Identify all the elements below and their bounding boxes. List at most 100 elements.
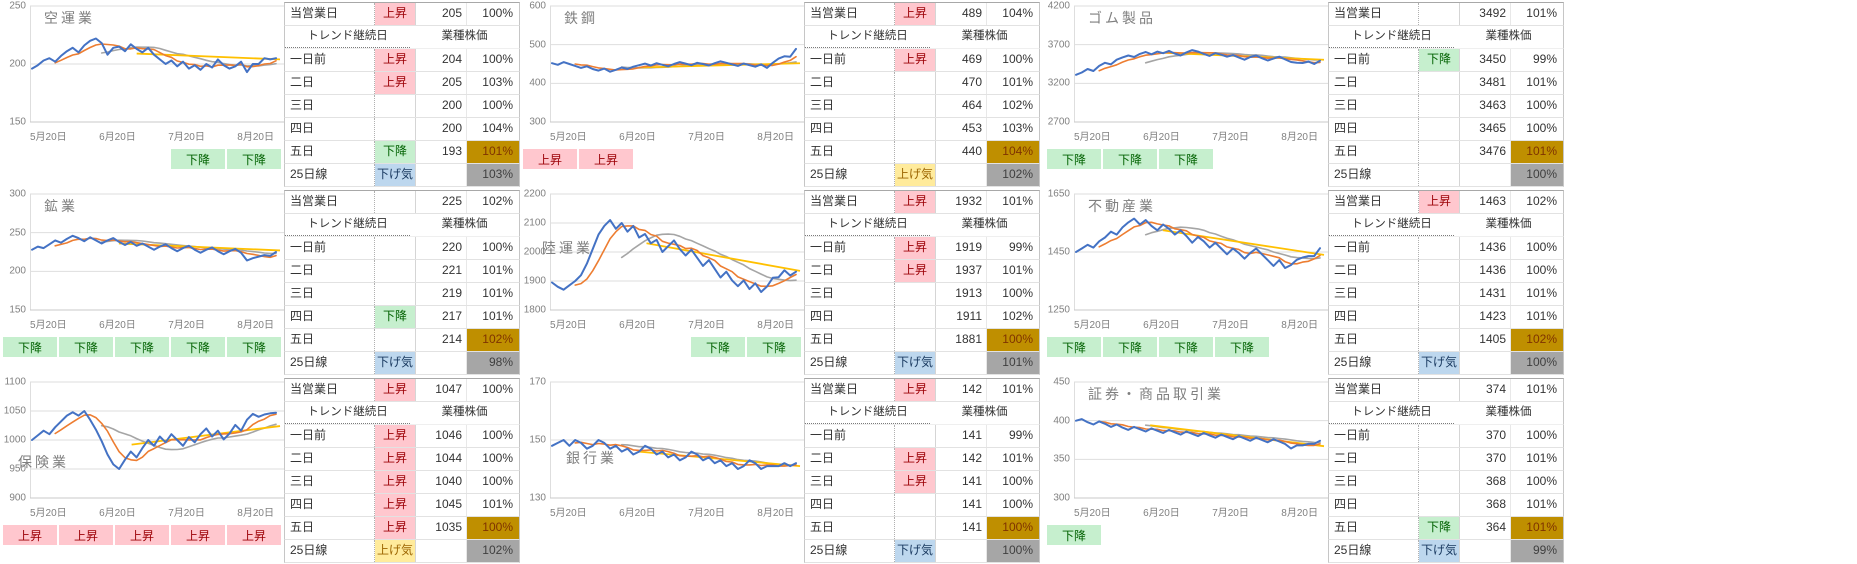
trend-strip-cell[interactable]: [579, 337, 633, 357]
row-label-cell[interactable]: 五日: [805, 517, 895, 539]
price-pct-cell[interactable]: 102%: [986, 95, 1039, 117]
trend-strip-cell[interactable]: 下降: [227, 337, 281, 357]
row-label-cell[interactable]: 二日: [285, 448, 375, 470]
price-value-cell[interactable]: [416, 164, 466, 186]
trend-badge-cell[interactable]: [895, 425, 936, 447]
price-value-cell[interactable]: 219: [441, 286, 462, 300]
price-value-cell[interactable]: 1436: [1479, 240, 1506, 254]
price-value-cell[interactable]: 225: [441, 194, 462, 208]
price-pct-cell[interactable]: 102%: [1510, 191, 1563, 213]
row-label-cell[interactable]: 三日: [1329, 471, 1419, 493]
price-value-cell[interactable]: 1046: [435, 428, 462, 442]
row-label-cell[interactable]: 一日前: [805, 425, 895, 447]
price-pct-cell[interactable]: 100%: [466, 379, 519, 401]
price-pct-cell[interactable]: 101%: [466, 141, 519, 163]
price-value-cell[interactable]: 1919: [955, 240, 982, 254]
row-label-cell[interactable]: 二日: [1329, 448, 1419, 470]
trend-badge-cell[interactable]: [1419, 329, 1460, 351]
price-value-cell[interactable]: 142: [961, 382, 982, 396]
trend-badge-cell[interactable]: [1419, 141, 1460, 163]
row-label-cell[interactable]: 四日: [805, 306, 895, 328]
price-value-cell[interactable]: 3481: [1479, 75, 1506, 89]
row-label-cell[interactable]: 当営業日: [1329, 379, 1419, 401]
row-label-cell[interactable]: 当営業日: [285, 191, 375, 213]
trend-badge-cell[interactable]: [1419, 72, 1460, 94]
trend-strip-cell[interactable]: 下降: [1103, 337, 1157, 357]
trend-badge-cell[interactable]: 上昇: [375, 425, 416, 447]
row-label-cell[interactable]: 当営業日: [285, 379, 375, 401]
trend-strip-cell[interactable]: [523, 337, 577, 357]
price-value-cell[interactable]: [1460, 352, 1510, 374]
trend-strip-cell[interactable]: [1271, 525, 1325, 545]
row-label-cell[interactable]: 五日: [285, 517, 375, 539]
row-label-cell[interactable]: 五日: [1329, 141, 1419, 163]
row-label-cell[interactable]: 当営業日: [1329, 3, 1419, 25]
trend-strip-cell[interactable]: [579, 525, 633, 545]
row-label-cell[interactable]: 25日線: [1329, 164, 1419, 186]
trend-badge-cell[interactable]: 下げ気味: [895, 540, 936, 562]
price-pct-cell[interactable]: 100%: [466, 3, 519, 25]
row-label-cell[interactable]: 五日: [805, 329, 895, 351]
price-value-cell[interactable]: [936, 540, 986, 562]
trend-badge-cell[interactable]: [895, 283, 936, 305]
price-value-cell[interactable]: 204: [441, 52, 462, 66]
price-value-cell[interactable]: 1423: [1479, 309, 1506, 323]
row-label-cell[interactable]: 当営業日: [805, 379, 895, 401]
row-label-cell[interactable]: 二日: [805, 260, 895, 282]
price-pct-cell[interactable]: 101%: [466, 283, 519, 305]
row-label-cell[interactable]: 二日: [805, 448, 895, 470]
row-label-cell[interactable]: 四日: [1329, 494, 1419, 516]
trend-strip-cell[interactable]: 下降: [227, 149, 281, 169]
trend-strip-cell[interactable]: 上昇: [523, 149, 577, 169]
trend-badge-cell[interactable]: [1419, 471, 1460, 493]
row-label-cell[interactable]: 四日: [285, 494, 375, 516]
price-value-cell[interactable]: 221: [441, 263, 462, 277]
price-pct-cell[interactable]: 101%: [1510, 283, 1563, 305]
trend-strip-cell[interactable]: 上昇: [59, 525, 113, 545]
price-pct-cell[interactable]: 100%: [1510, 471, 1563, 493]
row-label-cell[interactable]: 五日: [285, 329, 375, 351]
row-label-cell[interactable]: 一日前: [285, 49, 375, 71]
price-value-cell[interactable]: [416, 352, 466, 374]
price-pct-cell[interactable]: 101%: [1510, 3, 1563, 25]
price-value-cell[interactable]: 1932: [955, 194, 982, 208]
price-pct-cell[interactable]: 99%: [1510, 540, 1563, 562]
price-value-cell[interactable]: 1436: [1479, 263, 1506, 277]
trend-strip-cell[interactable]: [115, 149, 169, 169]
price-value-cell[interactable]: 214: [441, 332, 462, 346]
price-value-cell[interactable]: 470: [961, 75, 982, 89]
row-label-cell[interactable]: 五日: [1329, 329, 1419, 351]
price-value-cell[interactable]: 1937: [955, 263, 982, 277]
price-pct-cell[interactable]: 103%: [466, 72, 519, 94]
trend-badge-cell[interactable]: 上昇: [895, 191, 936, 213]
price-value-cell[interactable]: [936, 352, 986, 374]
price-value-cell[interactable]: [1460, 164, 1510, 186]
price-value-cell[interactable]: 141: [961, 497, 982, 511]
trend-badge-cell[interactable]: [375, 118, 416, 140]
price-pct-cell[interactable]: 103%: [466, 164, 519, 186]
trend-badge-cell[interactable]: 上昇: [375, 3, 416, 25]
price-pct-cell[interactable]: 100%: [1510, 425, 1563, 447]
row-label-cell[interactable]: 25日線: [285, 164, 375, 186]
trend-strip-cell[interactable]: [1271, 149, 1325, 169]
trend-badge-cell[interactable]: 上昇: [375, 448, 416, 470]
trend-badge-cell[interactable]: 上昇: [375, 471, 416, 493]
trend-badge-cell[interactable]: 上昇: [895, 379, 936, 401]
trend-badge-cell[interactable]: 下降: [1419, 49, 1460, 71]
trend-strip-cell[interactable]: [635, 525, 689, 545]
trend-strip-cell[interactable]: 下降: [3, 337, 57, 357]
row-label-cell[interactable]: 25日線: [805, 352, 895, 374]
row-label-cell[interactable]: 五日: [285, 141, 375, 163]
trend-badge-cell[interactable]: [1419, 237, 1460, 259]
trend-badge-cell[interactable]: 下降: [375, 306, 416, 328]
trend-strip-cell[interactable]: [1103, 525, 1157, 545]
trend-badge-cell[interactable]: 下げ気味: [1419, 352, 1460, 374]
price-pct-cell[interactable]: 99%: [986, 237, 1039, 259]
trend-strip-cell[interactable]: [747, 525, 801, 545]
row-label-cell[interactable]: 25日線: [1329, 352, 1419, 374]
price-pct-cell[interactable]: 102%: [466, 329, 519, 351]
trend-badge-cell[interactable]: [375, 329, 416, 351]
price-pct-cell[interactable]: 100%: [466, 425, 519, 447]
trend-strip-cell[interactable]: 上昇: [579, 149, 633, 169]
price-value-cell[interactable]: 1047: [435, 382, 462, 396]
